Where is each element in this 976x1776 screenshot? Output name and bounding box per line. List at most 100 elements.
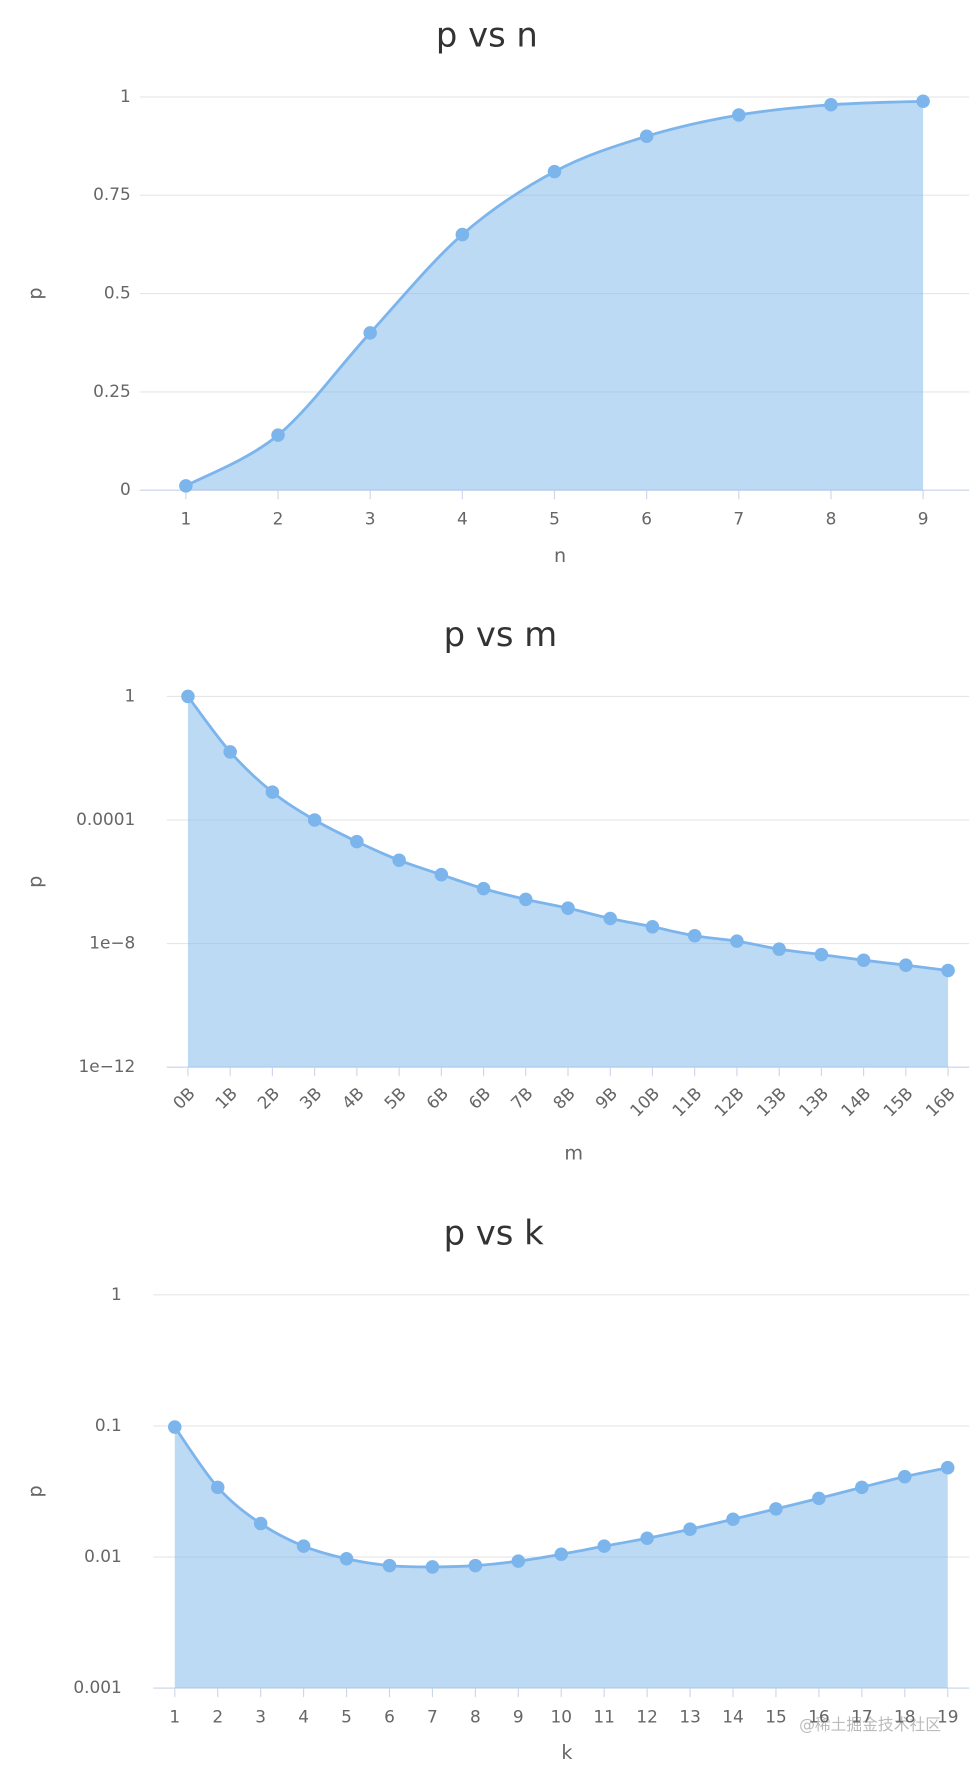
- point: [855, 1480, 869, 1495]
- area: [185, 101, 924, 491]
- point: [511, 1554, 526, 1568]
- x-tick-label: 13B: [795, 1083, 833, 1121]
- x-axis-title: k: [561, 1741, 573, 1764]
- point: [350, 834, 364, 849]
- x-tick-label: 1: [169, 1706, 180, 1726]
- x-tick-label: 0B: [169, 1083, 199, 1113]
- x-tick-label: 13: [679, 1706, 701, 1726]
- x-tick-label: 10B: [626, 1083, 664, 1121]
- point: [730, 934, 744, 948]
- x-tick-label: 2B: [253, 1083, 283, 1113]
- x-tick-label: 18: [894, 1706, 916, 1726]
- watermark: @稀土掘金技术社区: [799, 1715, 941, 1734]
- y-tick-label: 0.1: [95, 1415, 122, 1435]
- x-tick-label: 8B: [549, 1083, 579, 1113]
- x-tick-label: 5: [549, 509, 560, 529]
- area: [187, 696, 949, 1068]
- y-tick-label: 0.25: [93, 381, 131, 401]
- x-axis-title: n: [554, 544, 566, 567]
- x-tick-label: 7: [733, 509, 744, 529]
- x-axis-title: m: [564, 1141, 583, 1164]
- x-tick-label: 10: [550, 1706, 572, 1726]
- x-tick-label: 4: [457, 509, 468, 529]
- point: [824, 98, 838, 112]
- x-tick-label: 14B: [837, 1083, 875, 1121]
- y-tick-label: 1: [125, 685, 136, 705]
- point: [382, 1558, 397, 1573]
- point: [916, 94, 930, 109]
- point: [476, 881, 491, 896]
- point: [168, 1420, 182, 1434]
- x-tick-label: 17: [851, 1706, 873, 1726]
- point: [772, 942, 786, 956]
- x-tick-label: 1B: [211, 1083, 241, 1113]
- point: [726, 1512, 740, 1527]
- y-axis-title: p: [24, 876, 47, 888]
- y-tick-label: 0.0001: [76, 809, 135, 829]
- x-tick-label: 13B: [752, 1083, 790, 1121]
- y-tick-label: 1: [120, 86, 131, 106]
- point: [554, 1547, 569, 1561]
- point: [210, 1480, 225, 1495]
- point: [253, 1516, 268, 1531]
- point: [769, 1502, 783, 1516]
- x-tick-label: 4B: [338, 1083, 368, 1113]
- y-tick-label: 0: [120, 479, 131, 499]
- x-tick-label: 3: [255, 1706, 266, 1726]
- point: [898, 1469, 912, 1484]
- point: [296, 1539, 311, 1553]
- point: [603, 911, 618, 926]
- x-tick-label: 16B: [921, 1083, 959, 1121]
- point: [179, 479, 193, 493]
- y-tick-label: 0.5: [104, 283, 131, 303]
- chart-title: p vs k: [444, 1214, 545, 1253]
- x-tick-label: 16: [808, 1706, 830, 1726]
- point: [814, 947, 829, 962]
- point: [561, 901, 575, 915]
- x-tick-label: 3B: [296, 1083, 326, 1113]
- point: [265, 785, 280, 799]
- point: [683, 1522, 697, 1536]
- point: [425, 1560, 440, 1574]
- y-tick-label: 0.75: [93, 184, 131, 204]
- x-tick-label: 5: [341, 1706, 352, 1726]
- point: [687, 928, 702, 943]
- x-tick-label: 9B: [591, 1083, 621, 1113]
- point: [856, 953, 871, 967]
- point: [645, 920, 660, 934]
- x-tick-label: 6: [641, 509, 652, 529]
- x-tick-label: 2: [273, 509, 284, 529]
- x-tick-label: 2: [212, 1706, 223, 1726]
- x-tick-label: 19: [937, 1706, 959, 1726]
- point: [455, 227, 470, 242]
- x-tick-label: 6: [384, 1706, 395, 1726]
- line: [185, 99, 924, 488]
- x-tick-label: 15: [765, 1706, 787, 1726]
- point: [223, 745, 237, 759]
- x-tick-label: 11: [593, 1706, 615, 1726]
- point: [307, 813, 322, 827]
- y-tick-label: 1e−8: [89, 933, 135, 953]
- x-tick-label: 11B: [668, 1083, 706, 1121]
- point: [941, 963, 955, 978]
- y-tick-label: 0.01: [84, 1546, 122, 1566]
- chart-title: p vs n: [436, 16, 538, 55]
- x-tick-label: 9: [513, 1706, 524, 1726]
- x-tick-label: 3: [365, 509, 376, 529]
- x-tick-label: 5B: [380, 1083, 410, 1113]
- y-tick-label: 0.001: [73, 1677, 121, 1697]
- x-tick-label: 9: [918, 509, 929, 529]
- point: [271, 428, 285, 442]
- point: [363, 326, 377, 340]
- point: [639, 129, 654, 144]
- point: [812, 1491, 826, 1506]
- y-axis-title: p: [24, 287, 47, 299]
- x-tick-label: 15B: [879, 1083, 917, 1121]
- x-tick-label: 14: [722, 1706, 744, 1726]
- point: [732, 108, 746, 122]
- x-tick-label: 12: [636, 1706, 658, 1726]
- point: [899, 958, 913, 972]
- x-tick-label: 7B: [507, 1083, 537, 1113]
